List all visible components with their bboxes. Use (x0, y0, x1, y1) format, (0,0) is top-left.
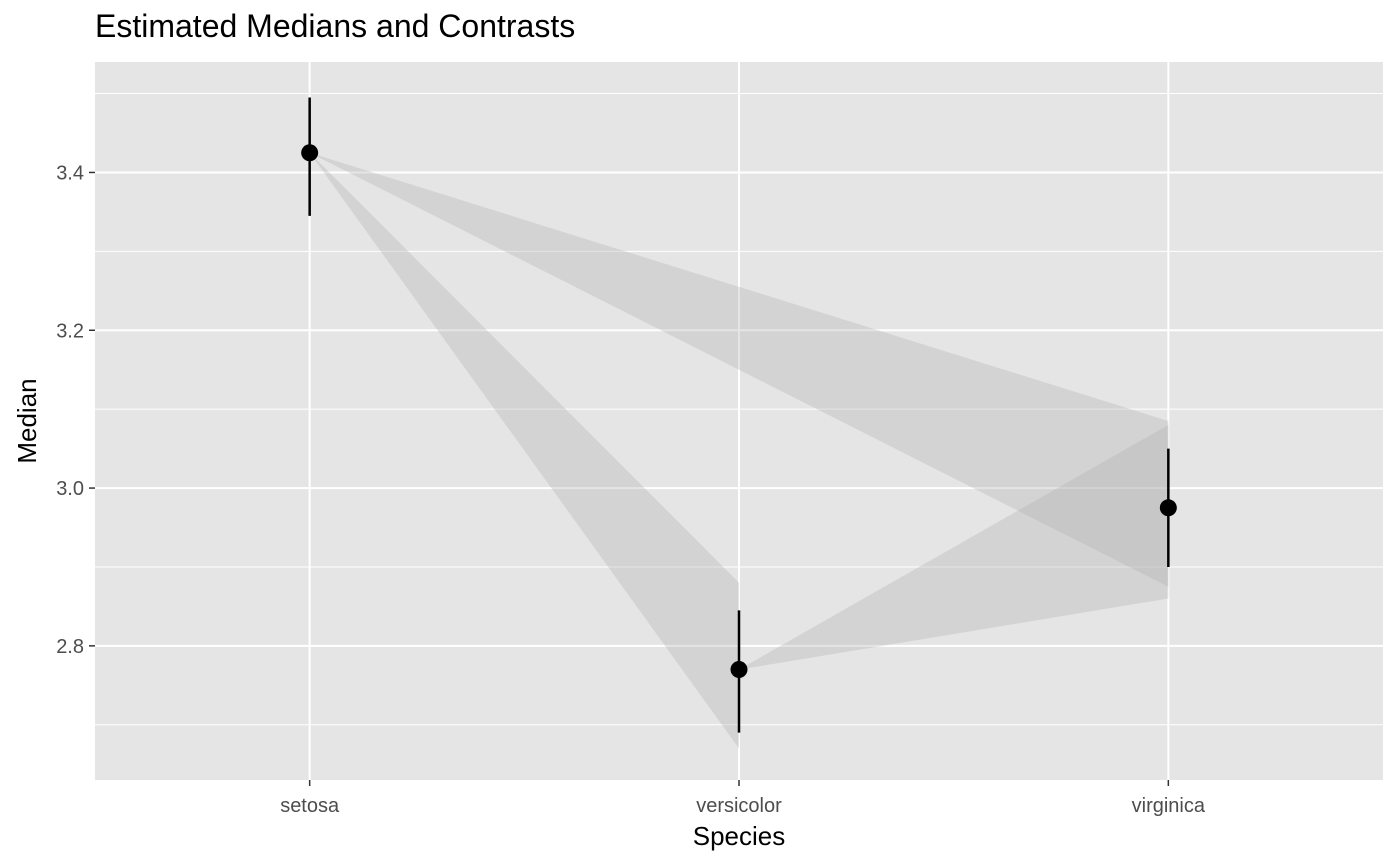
y-axis: 2.8 3.0 3.2 3.4 (56, 162, 95, 658)
median-points (301, 144, 1177, 679)
y-tick-label: 3.2 (56, 320, 84, 342)
x-tick-label: versicolor (696, 795, 782, 817)
x-tick-label: setosa (280, 795, 340, 817)
x-axis: setosa versicolor virginica (280, 780, 1206, 817)
contrast-band-setosa-versicolor (309, 152, 739, 749)
median-point-setosa (301, 144, 319, 162)
contrast-band-versicolor-virginica (739, 424, 1169, 670)
chart-title: Estimated Medians and Contrasts (95, 8, 576, 44)
median-point-versicolor (730, 661, 748, 679)
x-tick-label: virginica (1132, 795, 1206, 817)
contrast-band-setosa-virginica (309, 152, 1169, 587)
contrast-bands (309, 152, 1169, 749)
median-point-virginica (1159, 499, 1177, 517)
y-tick-label: 3.4 (56, 162, 84, 184)
y-axis-title: Median (12, 378, 42, 463)
y-tick-label: 3.0 (56, 478, 84, 500)
x-axis-title: Species (693, 821, 786, 851)
y-tick-label: 2.8 (56, 636, 84, 658)
